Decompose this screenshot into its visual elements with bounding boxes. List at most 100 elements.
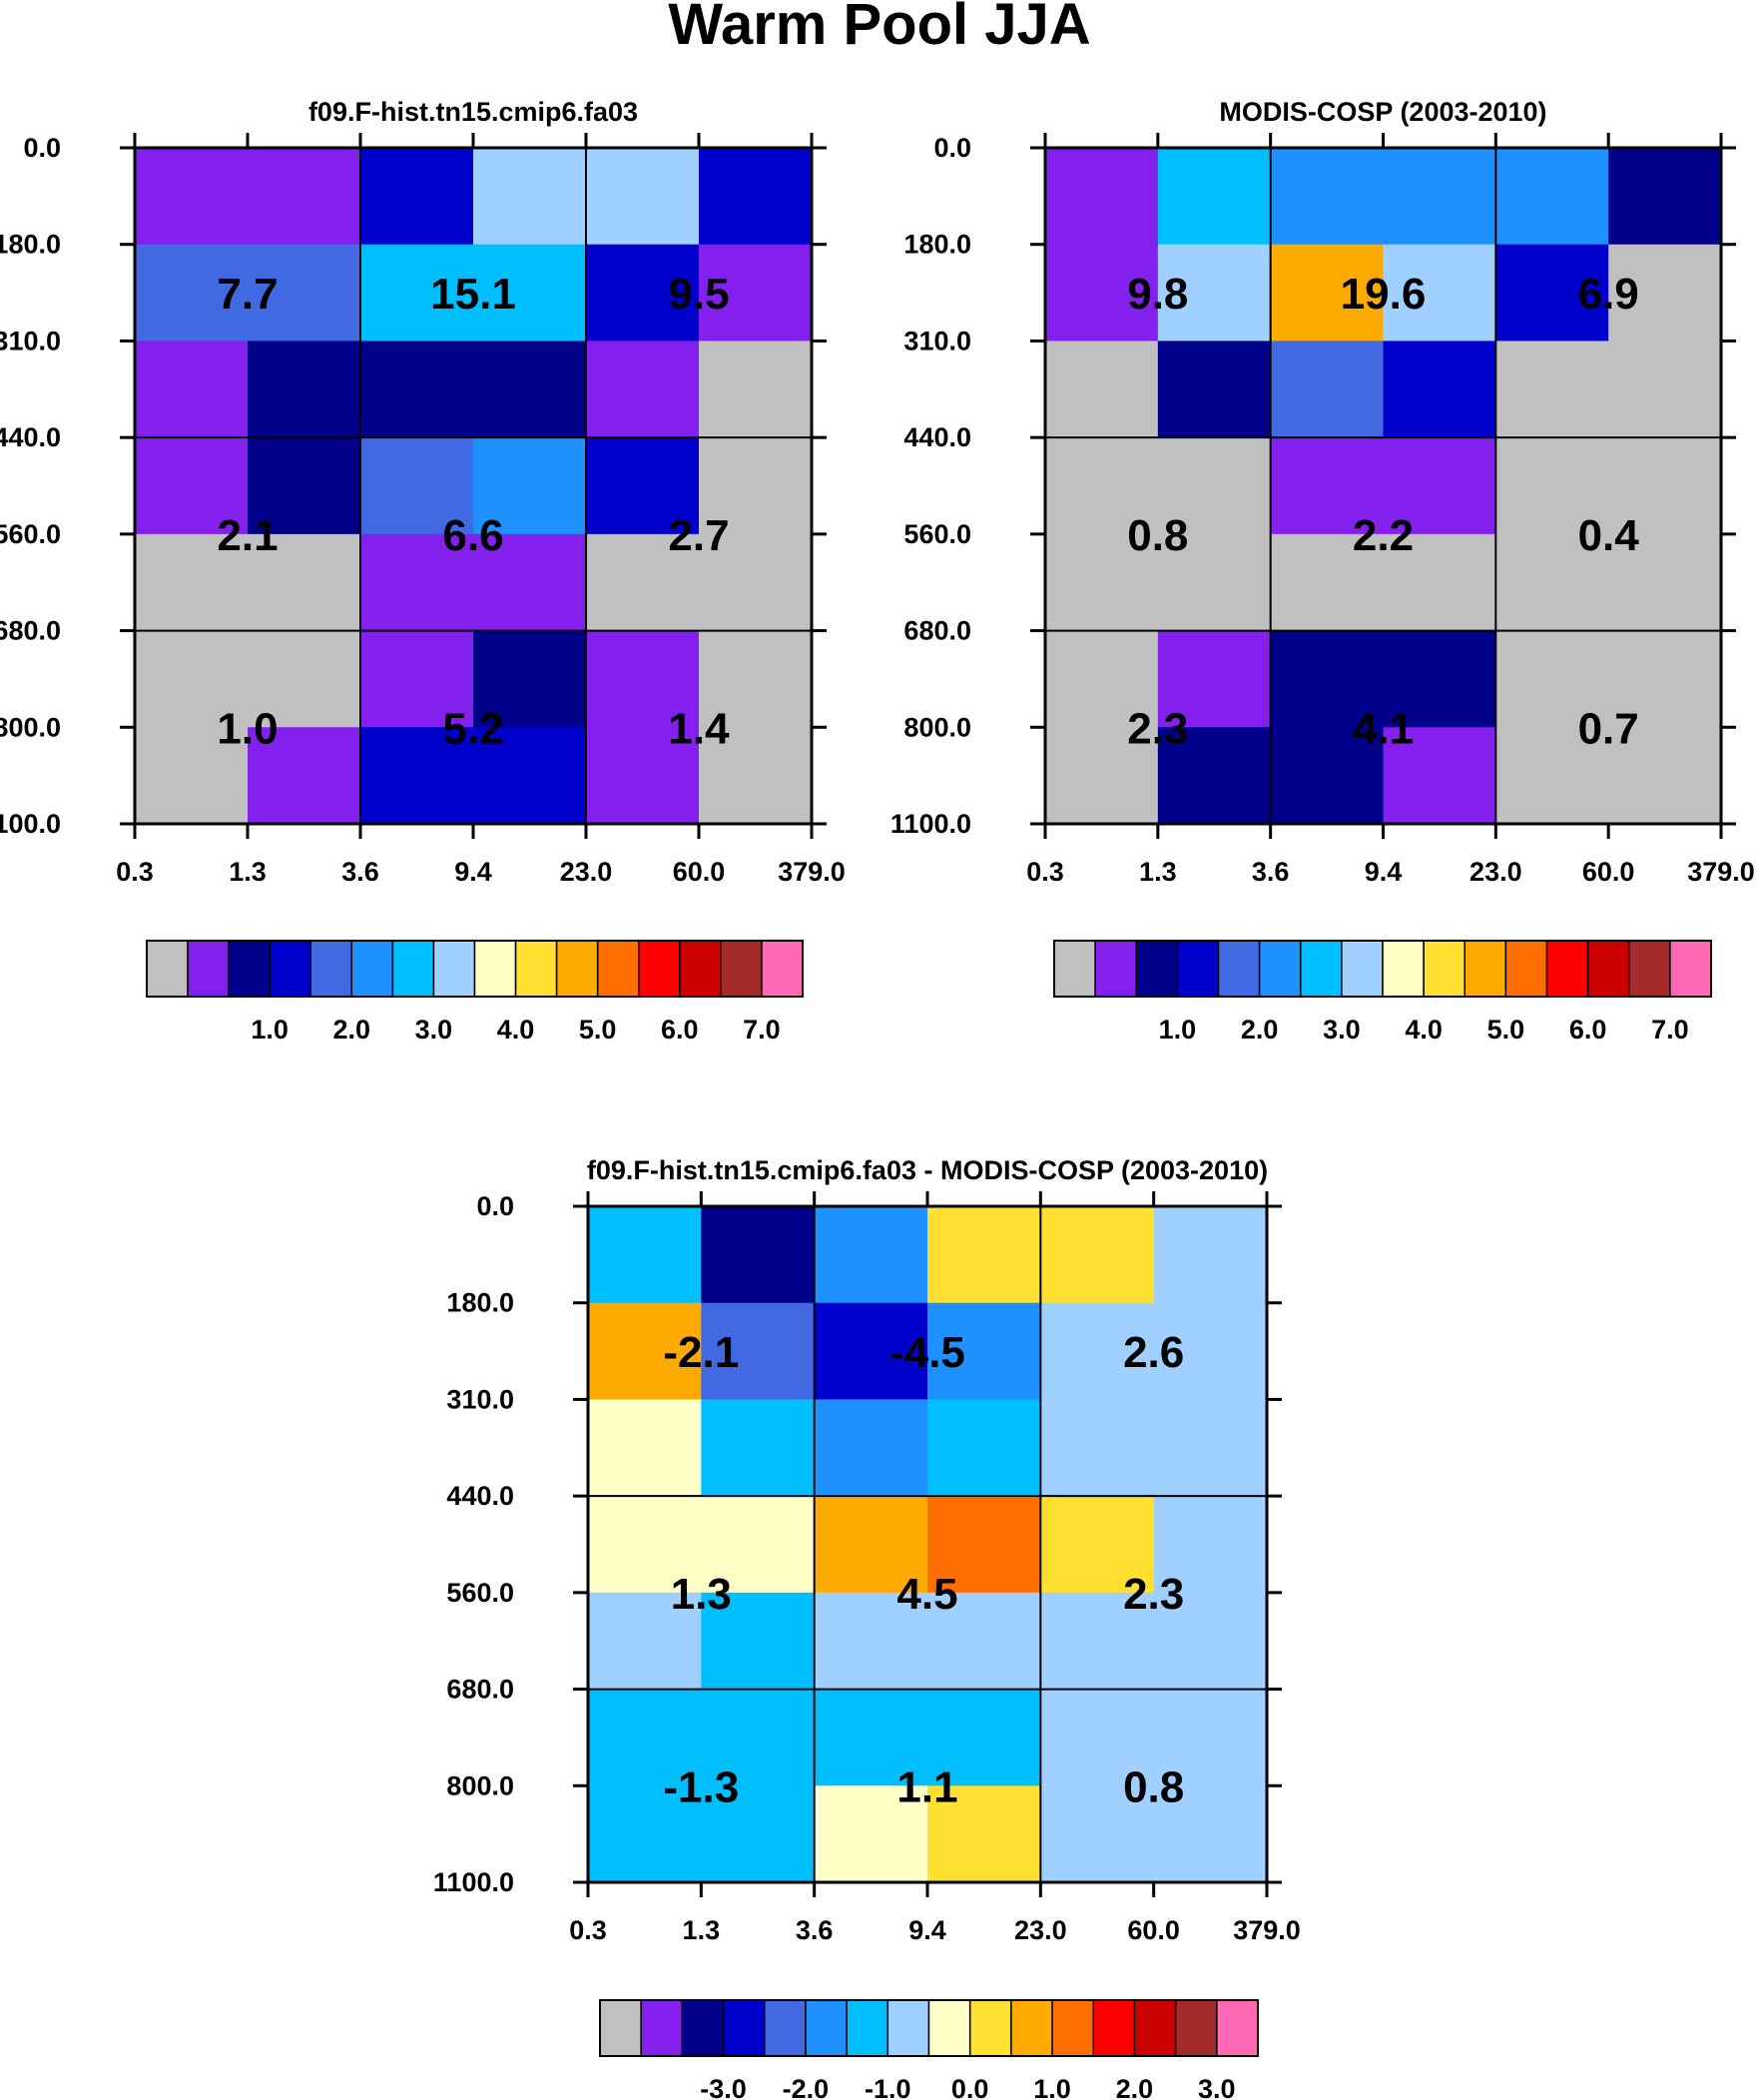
heatmap-cell [1157,727,1272,825]
heatmap-cell [1383,341,1496,438]
heatmap-cell [248,727,361,825]
heatmap-cell [1495,630,1609,728]
heatmap-cell [699,630,813,728]
colorbar-swatch [1176,940,1220,998]
y-tick-label: 310.0 [903,326,971,355]
colorbar-swatch [1174,1999,1218,2057]
heatmap-cell [248,341,361,438]
heatmap-cell [135,533,249,632]
colorbar-swatch [599,1999,642,2057]
y-tick-label: 560.0 [903,519,971,549]
panel-title: MODIS-COSP (2003-2010) [1219,97,1546,127]
y-tick-label: 800.0 [446,1770,514,1800]
heatmap-cell [135,437,249,535]
heatmap-cell [1040,1496,1155,1594]
heatmap-cell [588,1399,702,1497]
colorbar-label: 4.0 [497,1015,535,1045]
colorbar-swatch [1628,940,1671,998]
panel-title: f09.F-hist.tn15.cmip6.fa03 [308,97,638,127]
y-tick-label: 310.0 [446,1384,514,1414]
heatmap-cell [586,148,700,246]
colorbar-label: 5.0 [579,1015,617,1045]
heatmap-cell [1495,341,1609,438]
colorbar-label: 6.0 [1569,1015,1607,1045]
colorbar-swatch [596,940,640,998]
colorbar-label: 4.0 [1405,1015,1443,1045]
x-tick-label: 23.0 [1469,857,1522,887]
heatmap-cell [814,1785,928,1883]
heatmap-cell [248,148,361,246]
heatmap-cell [1270,533,1385,632]
heatmap-cell [814,1302,928,1401]
colorbar-label: 5.0 [1487,1015,1525,1045]
x-tick-label: 23.0 [560,857,613,887]
heatmap-cell [473,727,587,825]
panel-title: f09.F-hist.tn15.cmip6.fa03 - MODIS-COSP … [587,1155,1268,1185]
colorbar-label: -2.0 [783,2074,830,2100]
heatmap-cell [927,1592,1041,1691]
heatmap-cell [1040,1206,1155,1304]
block-sum-label: -1.3 [663,1762,739,1811]
heatmap-cell [1270,630,1385,728]
heatmap-cell [1495,727,1609,825]
heatmap-cell [360,341,474,438]
colorbar-swatch [805,1999,848,2057]
block-sum-label: 19.6 [1341,270,1427,319]
colorbar-label: 6.0 [661,1015,699,1045]
colorbar-label: 3.0 [1323,1015,1361,1045]
y-tick-label: 800.0 [903,712,971,742]
block-sum-label: 0.7 [1578,704,1639,753]
heatmap-cell [360,148,474,246]
colorbar-swatch [640,1999,684,2057]
heatmap-cell [927,1399,1041,1497]
heatmap-cell [360,244,474,343]
heatmap-cell [586,533,700,632]
heatmap-cell [701,1496,816,1594]
block-sum-label: 6.6 [442,511,503,560]
block-sum-label: 5.2 [442,704,503,753]
colorbar-swatch [1216,1999,1259,2057]
colorbar-swatch [432,940,476,998]
heatmap-cell [1383,244,1496,343]
colorbar-swatch [555,940,599,998]
x-tick-label: 1.3 [1139,857,1177,887]
heatmap-cell [473,244,587,343]
x-tick-label: 379.0 [1233,1915,1301,1945]
block-sum-label: -2.1 [663,1328,739,1377]
colorbar-swatch [1464,940,1507,998]
heatmap-cell [473,341,587,438]
heatmap-cell [1383,148,1496,246]
heatmap-cell [1383,630,1496,728]
heatmap-cell [1040,1689,1155,1786]
heatmap-cell [1608,630,1722,728]
colorbar-swatch [886,1999,930,2057]
heatmap-cell [1040,1785,1155,1883]
block-sum-label: 1.0 [217,704,278,753]
heatmap-cell [586,727,700,825]
heatmap-cell [1040,1592,1155,1691]
heatmap-cell [1608,727,1722,825]
heatmap-cell [135,630,249,728]
colorbar-swatch [846,1999,889,2057]
y-tick-label: 680.0 [0,616,61,646]
x-tick-label: 0.3 [116,857,154,887]
heatmap-cell [1270,727,1385,825]
panel-3: f09.F-hist.tn15.cmip6.fa03 - MODIS-COSP … [433,1155,1301,2100]
panel-2: MODIS-COSP (2003-2010) 0.0 180.0 310.0 440.0… [890,97,1755,1045]
x-tick-label: 60.0 [673,857,726,887]
heatmap-cell [1157,630,1272,728]
heatmap-cell [473,437,587,535]
heatmap-cell [701,1206,816,1304]
colorbar-label: 7.0 [743,1015,781,1045]
y-tick-label: 180.0 [446,1288,514,1318]
y-tick-label: 680.0 [446,1675,514,1705]
x-tick-label: 60.0 [1127,1915,1180,1945]
y-tick-label: 1100.0 [433,1867,514,1897]
colorbar-swatch [473,940,517,998]
heatmap-cell [1608,341,1722,438]
heatmap-cell [1045,148,1159,246]
heatmap-cell [1157,244,1272,343]
colorbar-label: -3.0 [700,2074,747,2100]
heatmap-cell [1157,341,1272,438]
heatmap-cell [1045,244,1159,343]
